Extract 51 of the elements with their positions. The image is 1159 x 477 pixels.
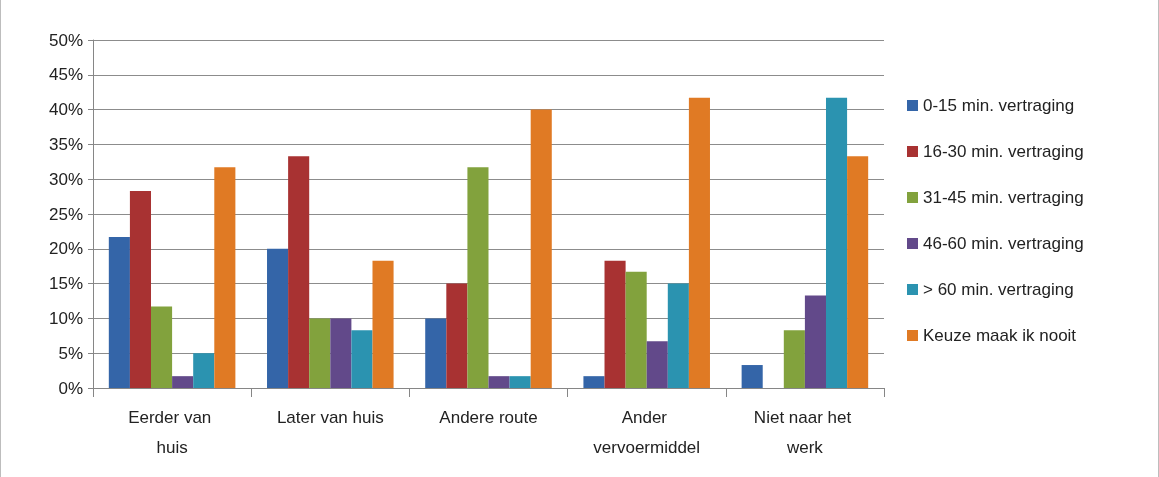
bar — [288, 156, 310, 388]
legend-label: 46-60 min. vertraging — [923, 234, 1084, 253]
y-tick-label: 5% — [58, 343, 83, 363]
bar — [446, 283, 468, 388]
bar — [129, 191, 152, 388]
bar — [625, 271, 647, 388]
legend-label: 31-45 min. vertraging — [923, 188, 1084, 207]
x-tick-label: Eerder van huis — [128, 407, 217, 457]
x-tick-label: Andere route — [439, 407, 538, 427]
y-tick-label: 45% — [48, 65, 83, 85]
bar — [351, 330, 373, 388]
bar — [372, 260, 394, 388]
bar — [172, 376, 194, 388]
legend-label: > 60 min. vertraging — [923, 280, 1074, 299]
bar — [309, 318, 331, 388]
y-tick-label: 40% — [48, 100, 83, 120]
bar — [214, 167, 236, 388]
bar — [741, 365, 763, 388]
bar — [488, 376, 510, 388]
bar — [425, 318, 447, 388]
bar — [646, 341, 668, 388]
legend-label: Keuze maak ik nooit — [923, 326, 1077, 345]
x-tick-label: Ander vervoermiddel — [593, 407, 701, 457]
y-tick-label: 20% — [48, 239, 83, 259]
legend-label: 16-30 min. vertraging — [923, 142, 1084, 161]
bar — [509, 376, 531, 388]
bar — [783, 330, 805, 388]
legend-label: 0-15 min. vertraging — [923, 96, 1075, 115]
bar — [530, 109, 552, 388]
bar — [825, 97, 848, 388]
bar — [667, 283, 689, 388]
y-tick-label: 0% — [58, 378, 83, 398]
bar — [330, 318, 352, 388]
bar — [804, 295, 826, 388]
y-tick-label: 15% — [48, 274, 83, 294]
x-tick-label: Niet naar het werk — [753, 407, 856, 457]
bar — [151, 306, 173, 388]
bar — [193, 353, 215, 388]
bar — [583, 376, 605, 388]
bar — [604, 260, 626, 388]
bar — [267, 248, 289, 388]
y-tick-label: 10% — [48, 308, 83, 328]
bar — [688, 97, 710, 388]
x-tick-label: Later van huis — [276, 407, 384, 427]
bar — [467, 167, 489, 388]
y-tick-label: 35% — [48, 134, 83, 154]
y-tick-label: 50% — [48, 30, 83, 50]
bar — [108, 236, 130, 388]
bar — [847, 156, 869, 388]
y-tick-label: 30% — [48, 169, 83, 189]
y-tick-label: 25% — [48, 204, 83, 224]
